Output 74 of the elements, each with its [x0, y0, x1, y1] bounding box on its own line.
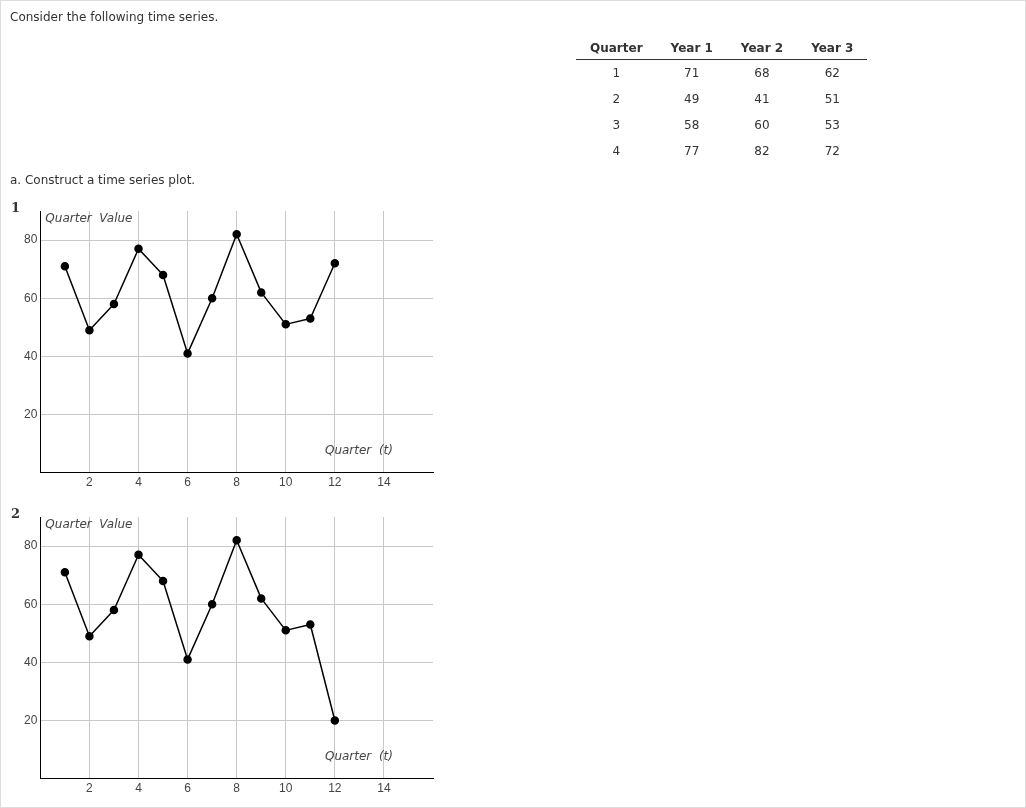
point — [232, 230, 241, 239]
point — [134, 244, 143, 254]
point — [109, 299, 119, 309]
point — [134, 550, 143, 560]
data-label: 71 — [683, 65, 701, 82]
x-tick-label: 8 — [233, 475, 241, 490]
point — [183, 349, 192, 358]
point — [183, 655, 192, 664]
point — [281, 320, 291, 329]
x-tick-label: 6 — [184, 475, 192, 490]
x-tick-label: 8 — [233, 781, 241, 796]
point — [207, 599, 217, 609]
data-label: 62 — [823, 65, 841, 82]
x-tick-label: 10 — [279, 475, 293, 490]
data-label: 49 — [683, 91, 701, 108]
data-label: 51 — [823, 91, 841, 108]
point — [232, 536, 241, 545]
x-tick-label: 4 — [135, 475, 143, 490]
point — [306, 620, 315, 629]
point — [60, 567, 70, 577]
data-label: 68 — [753, 65, 771, 82]
y-tick-label: 3 — [611, 117, 622, 134]
point — [330, 716, 340, 725]
x-tick-label: Year 1 — [656, 37, 727, 60]
x-tick-label: 6 — [184, 781, 192, 796]
x-tick-label: 14 — [377, 781, 391, 796]
point — [109, 605, 119, 615]
y-tick-label: 40 — [23, 654, 38, 669]
x-tick-label: 14 — [377, 475, 391, 490]
point — [207, 293, 217, 303]
y-tick-label: 2 — [611, 91, 622, 108]
point — [60, 261, 70, 271]
y-tick-label: 80 — [23, 232, 38, 247]
x-tick-label: Year 3 — [797, 37, 868, 60]
text: Consider the following time series. — [10, 10, 219, 24]
point — [85, 631, 94, 641]
y-tick-label: 80 — [23, 538, 38, 553]
point — [306, 314, 315, 323]
x-tick-label: 10 — [279, 781, 293, 796]
y-tick-label: 60 — [23, 596, 38, 611]
data-label: 60 — [753, 117, 771, 134]
data-label: 82 — [753, 143, 771, 160]
data-label: 58 — [683, 117, 701, 134]
point — [330, 259, 340, 268]
x-axis-title: Quarter (t) — [324, 748, 393, 763]
y-axis-title: Quarter — [576, 37, 657, 60]
data-label: 41 — [753, 91, 771, 108]
point — [85, 325, 94, 335]
data-label: 72 — [823, 143, 841, 160]
x-tick-label: 12 — [328, 781, 342, 796]
y-tick-label: 20 — [23, 406, 38, 421]
y-tick-label: 4 — [611, 143, 622, 160]
point — [158, 576, 168, 586]
point — [256, 288, 266, 297]
chart-title: 1 — [11, 200, 21, 215]
point — [256, 594, 266, 603]
point — [158, 270, 168, 280]
y-tick-label: 60 — [23, 290, 38, 305]
x-tick-label: 4 — [135, 781, 143, 796]
y-tick-label: 20 — [23, 712, 38, 727]
data-label: 53 — [823, 117, 841, 134]
x-tick-label: 12 — [328, 475, 342, 490]
x-tick-label: Year 2 — [726, 37, 798, 60]
x-tick-label: 2 — [86, 781, 94, 796]
y-axis-title: Quarter Value — [45, 211, 133, 226]
x-tick-label: 2 — [86, 475, 94, 490]
data-label: 77 — [683, 143, 701, 160]
chart-title: 2 — [11, 506, 21, 521]
y-axis-title: Quarter Value — [45, 517, 133, 532]
text: a. Construct a time series plot. — [10, 173, 196, 187]
x-axis-title: Quarter (t) — [324, 442, 393, 457]
y-tick-label: 40 — [23, 348, 38, 363]
y-tick-label: 1 — [611, 65, 622, 82]
point — [281, 626, 291, 635]
